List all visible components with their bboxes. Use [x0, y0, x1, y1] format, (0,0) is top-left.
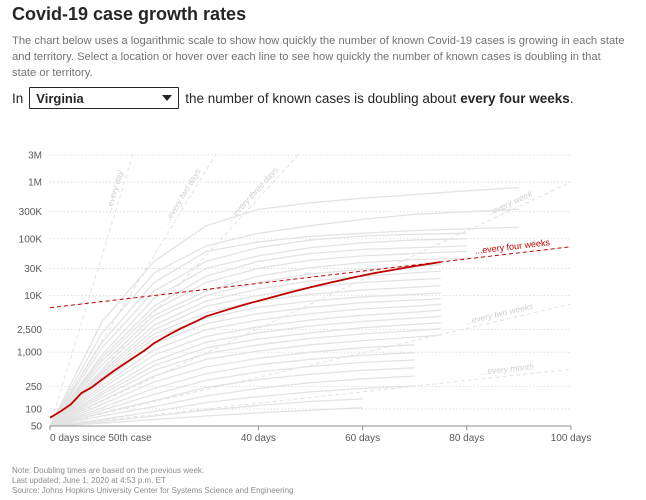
- y-tick-label: 2,500: [17, 325, 42, 336]
- state-line[interactable]: [49, 245, 467, 427]
- x-tick-label: 60 days: [345, 433, 380, 444]
- y-tick-label: 50: [31, 422, 43, 433]
- x-axis: 0 days since 50th case 40 days 60 days 80 d…: [49, 425, 592, 444]
- doubling-guide-line: [49, 368, 572, 427]
- doubling-guide-label: ...every two weeks: [464, 301, 535, 327]
- state-line[interactable]: [49, 352, 415, 427]
- state-lines[interactable]: [49, 186, 519, 427]
- state-line[interactable]: [49, 277, 441, 427]
- sentence-middle: the number of known cases is doubling ab…: [185, 90, 457, 106]
- highlight-line[interactable]: [49, 261, 441, 419]
- x-tick-label: 80 days: [449, 433, 484, 444]
- note-updated: Last updated: June 1, 2020 at 4:53 p.m. …: [12, 476, 166, 485]
- chart-description: The chart below uses a logarithmic scale…: [12, 35, 625, 79]
- trend-line: [49, 246, 572, 309]
- state-line[interactable]: [49, 292, 441, 427]
- y-tick-label: 100: [25, 404, 42, 415]
- state-line[interactable]: [49, 344, 415, 427]
- doubling-guide-line: [49, 303, 572, 427]
- chart-title: Covid-19 case growth rates: [12, 4, 247, 24]
- doubling-guide-label: ...every month: [480, 361, 535, 377]
- growth-chart: ...every day ...every two days ...every th…: [17, 151, 592, 445]
- location-sentence: In Virginia the number of known cases is…: [12, 86, 574, 110]
- y-tick-label: 1,000: [17, 348, 42, 359]
- x-tick-label: 100 days: [551, 433, 592, 444]
- state-line[interactable]: [49, 303, 441, 427]
- doubling-guide-label: ...every day: [103, 169, 126, 215]
- selected-location: Virginia: [36, 90, 84, 106]
- y-tick-label: 250: [25, 382, 42, 393]
- state-line[interactable]: [49, 398, 363, 427]
- state-line[interactable]: [49, 297, 441, 427]
- x-tick-label: 40 days: [241, 433, 276, 444]
- x-tick-label: 0 days since 50th case: [50, 433, 152, 444]
- doubling-guide-line: [49, 153, 300, 427]
- guide-lines: [49, 153, 572, 427]
- location-dropdown[interactable]: Virginia: [29, 87, 180, 109]
- state-line[interactable]: [49, 257, 467, 427]
- doubling-guides: ...every day ...every two days ...every th…: [49, 153, 572, 427]
- highlight-group[interactable]: ...every four weeks: [49, 237, 572, 419]
- state-line[interactable]: [49, 238, 467, 427]
- y-axis: 50 100 250 1,000 2,500 10K 30K 100K 300K 1M 3M: [17, 151, 42, 433]
- state-line[interactable]: [49, 322, 441, 427]
- sentence-prefix: In: [12, 90, 24, 106]
- footnotes: Note: Doubling times are based on the pr…: [12, 466, 293, 496]
- doubling-guide-line: [49, 153, 134, 427]
- state-line[interactable]: [49, 270, 441, 427]
- y-tick-label: 1M: [28, 178, 42, 189]
- state-line[interactable]: [49, 226, 519, 427]
- state-line[interactable]: [49, 186, 519, 427]
- doubling-guide-label: ...every three days: [226, 164, 281, 223]
- y-tick-label: 3M: [28, 151, 42, 162]
- state-line[interactable]: [49, 375, 415, 427]
- state-line[interactable]: [49, 315, 441, 427]
- state-line[interactable]: [49, 263, 441, 427]
- note-source: Source: Johns Hopkins University Center …: [12, 486, 294, 495]
- state-line[interactable]: [49, 328, 441, 427]
- sentence-suffix: .: [569, 90, 574, 106]
- state-line[interactable]: [49, 334, 441, 427]
- state-line[interactable]: [49, 309, 441, 427]
- state-line[interactable]: [49, 367, 415, 427]
- state-line[interactable]: [49, 407, 363, 427]
- chevron-down-icon: [162, 95, 173, 101]
- y-tick-label: 300K: [19, 207, 43, 218]
- doubling-rate-text: every four weeks: [460, 90, 570, 106]
- doubling-guide-line: [49, 181, 572, 427]
- doubling-guide-label: ...every two days: [161, 166, 203, 226]
- note-doubling: Note: Doubling times are based on the pr…: [12, 466, 205, 475]
- state-line[interactable]: [49, 385, 415, 427]
- state-line[interactable]: [49, 359, 415, 427]
- y-tick-label: 100K: [19, 234, 43, 245]
- y-tick-label: 10K: [24, 291, 42, 302]
- y-tick-label: 30K: [24, 264, 42, 275]
- state-line[interactable]: [49, 232, 467, 427]
- state-line[interactable]: [49, 208, 519, 427]
- state-line[interactable]: [49, 250, 467, 427]
